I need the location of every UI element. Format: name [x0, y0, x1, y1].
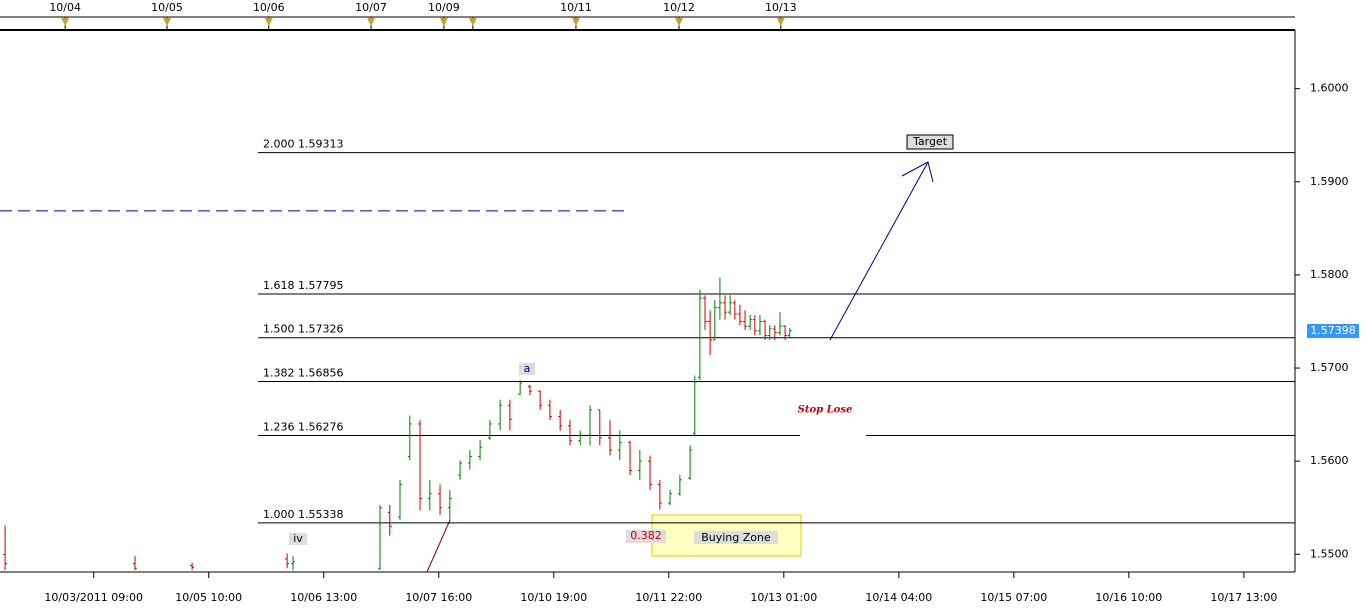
- top-tick-label: 10/09: [428, 1, 460, 14]
- fib-level-label: 1.618 1.57795: [263, 279, 343, 292]
- top-tick-marker: [675, 18, 684, 26]
- x-tick-label: 10/10 19:00: [520, 591, 587, 604]
- top-tick-marker: [264, 18, 273, 26]
- x-tick-label: 10/07 16:00: [405, 591, 472, 604]
- top-tick-label: 10/04: [49, 1, 81, 14]
- y-tick-label: 1.5900: [1310, 175, 1349, 188]
- wave-a-label: a: [524, 362, 531, 375]
- y-tick-label: 1.5500: [1310, 547, 1349, 560]
- y-tick-label: 1.5600: [1310, 454, 1349, 467]
- top-tick-label: 10/06: [253, 1, 285, 14]
- x-tick-label: 10/06 13:00: [290, 591, 357, 604]
- target-arrow: [829, 161, 929, 341]
- x-tick-label: 10/14 04:00: [865, 591, 932, 604]
- fib-label: 0.382: [630, 529, 662, 542]
- y-tick-label: 1.5800: [1310, 268, 1349, 281]
- wave-line: [426, 519, 451, 573]
- fib-level-label: 1.000 1.55338: [263, 508, 343, 521]
- top-tick-marker: [162, 18, 171, 26]
- target-label: Target: [912, 135, 948, 148]
- x-tick-label: 10/11 22:00: [635, 591, 702, 604]
- top-tick-marker: [367, 18, 376, 26]
- top-tick-label: 10/07: [355, 1, 387, 14]
- fib-level-label: 1.382 1.56856: [263, 366, 343, 379]
- buying-zone-label: Buying Zone: [701, 531, 771, 544]
- top-tick-marker: [468, 18, 477, 26]
- x-tick-label: 10/15 07:00: [980, 591, 1047, 604]
- fib-label-bg: [626, 530, 666, 543]
- y-tick-label: 1.6000: [1310, 82, 1349, 95]
- x-tick-label: 10/17 13:00: [1210, 591, 1277, 604]
- x-tick-label: 10/03/2011 09:00: [44, 591, 143, 604]
- y-tick-label: 1.5700: [1310, 361, 1349, 374]
- fib-level-label: 2.000 1.59313: [263, 138, 343, 151]
- wave-iv-label: iv: [293, 532, 303, 545]
- buying-zone-label-bg: [694, 531, 778, 544]
- top-tick-marker: [439, 18, 448, 26]
- top-tick-label: 10/13: [765, 1, 797, 14]
- target-box: [906, 134, 954, 150]
- top-tick-marker: [776, 18, 785, 26]
- x-tick-label: 10/05 10:00: [175, 591, 242, 604]
- stop-loss-label: Stop Lose: [798, 405, 853, 416]
- current-price-label: 1.57398: [1310, 324, 1356, 337]
- top-tick-label: 10/11: [560, 1, 592, 14]
- top-tick-marker: [571, 18, 580, 26]
- top-tick-marker: [61, 18, 70, 26]
- target-arrow-head: [901, 161, 934, 183]
- fib-level-label: 1.236 1.56276: [263, 420, 343, 433]
- wave-a-bg: [519, 363, 535, 375]
- top-tick-label: 10/05: [151, 1, 183, 14]
- wave-iv-bg: [289, 533, 307, 545]
- x-tick-label: 10/13 01:00: [750, 591, 817, 604]
- current-price-tag: [1307, 323, 1359, 338]
- top-tick-label: 10/12: [663, 1, 695, 14]
- fib-level-label: 1.500 1.57326: [263, 323, 343, 336]
- x-tick-label: 10/16 10:00: [1095, 591, 1162, 604]
